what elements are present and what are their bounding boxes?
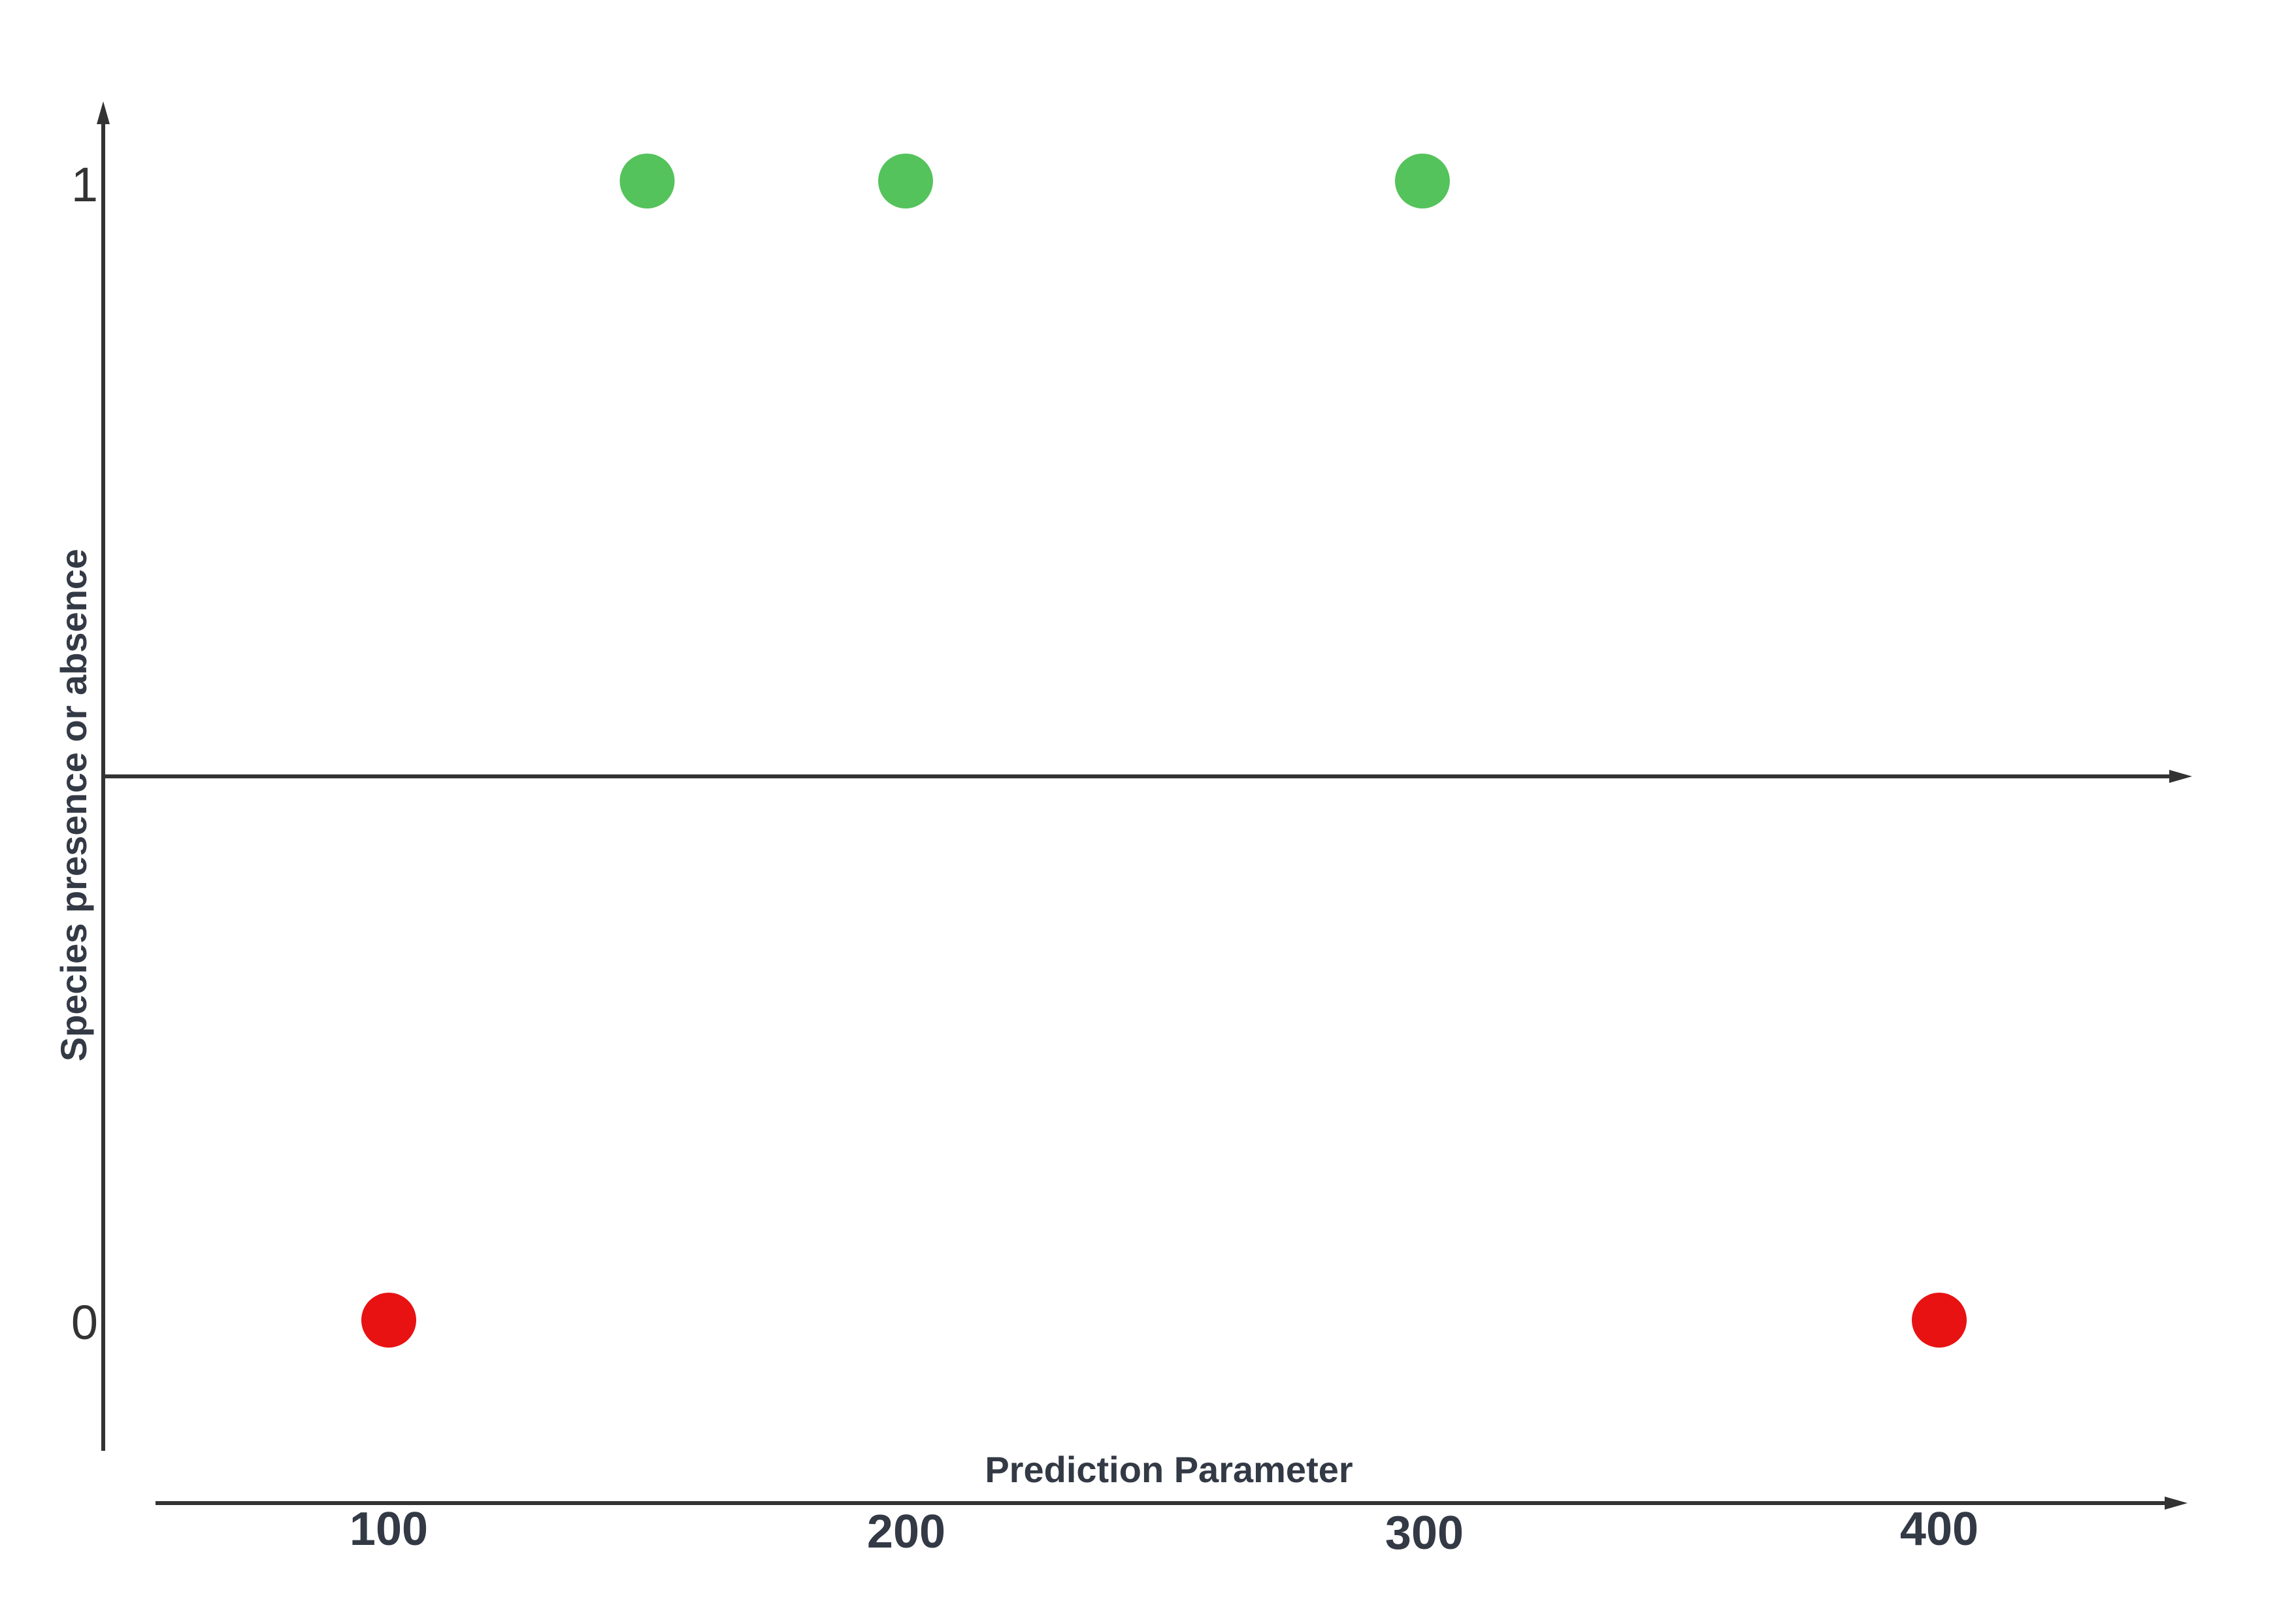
y-axis-title: Species presence or absence [53,549,94,1061]
y-tick-label-0: 0 [71,1295,98,1350]
presence-point-150 [619,154,675,208]
x-tick-label-200: 200 [867,1506,945,1558]
x-tick-label-300: 300 [1385,1507,1464,1559]
absence-point-100 [361,1293,416,1348]
x-axis-title: Prediction Parameter [985,1449,1353,1490]
absence-point-400 [1912,1293,1967,1348]
y-tick-label-1: 1 [71,157,98,212]
x-tick-label-400: 400 [1900,1503,1978,1555]
middle-line-arrow [2169,770,2192,783]
data-points [361,154,1967,1348]
x-axis-arrow [2165,1497,2188,1510]
y-axis-arrow [97,101,110,124]
x-tick-label-100: 100 [350,1503,428,1555]
presence-point-300 [1395,154,1450,208]
presence-point-200 [878,154,933,208]
